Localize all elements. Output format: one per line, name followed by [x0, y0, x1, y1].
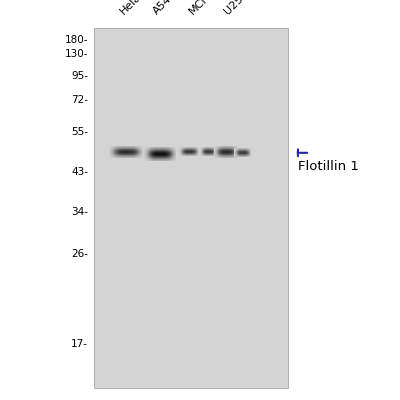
Text: 180-: 180-: [64, 35, 88, 45]
Bar: [94, 28, 288, 388]
Text: 130-: 130-: [64, 49, 88, 59]
Text: 55-: 55-: [71, 127, 88, 137]
Text: MCF-7: MCF-7: [187, 0, 219, 16]
Text: 72-: 72-: [71, 95, 88, 105]
Text: 43-: 43-: [71, 167, 88, 177]
Text: A549: A549: [151, 0, 179, 16]
Text: 17-: 17-: [71, 339, 88, 349]
Text: 26-: 26-: [71, 249, 88, 259]
Text: U251: U251: [222, 0, 250, 16]
Text: 34-: 34-: [71, 207, 88, 217]
Text: 95-: 95-: [71, 71, 88, 81]
Text: Hela: Hela: [118, 0, 143, 16]
Text: Flotillin 1: Flotillin 1: [298, 160, 359, 172]
